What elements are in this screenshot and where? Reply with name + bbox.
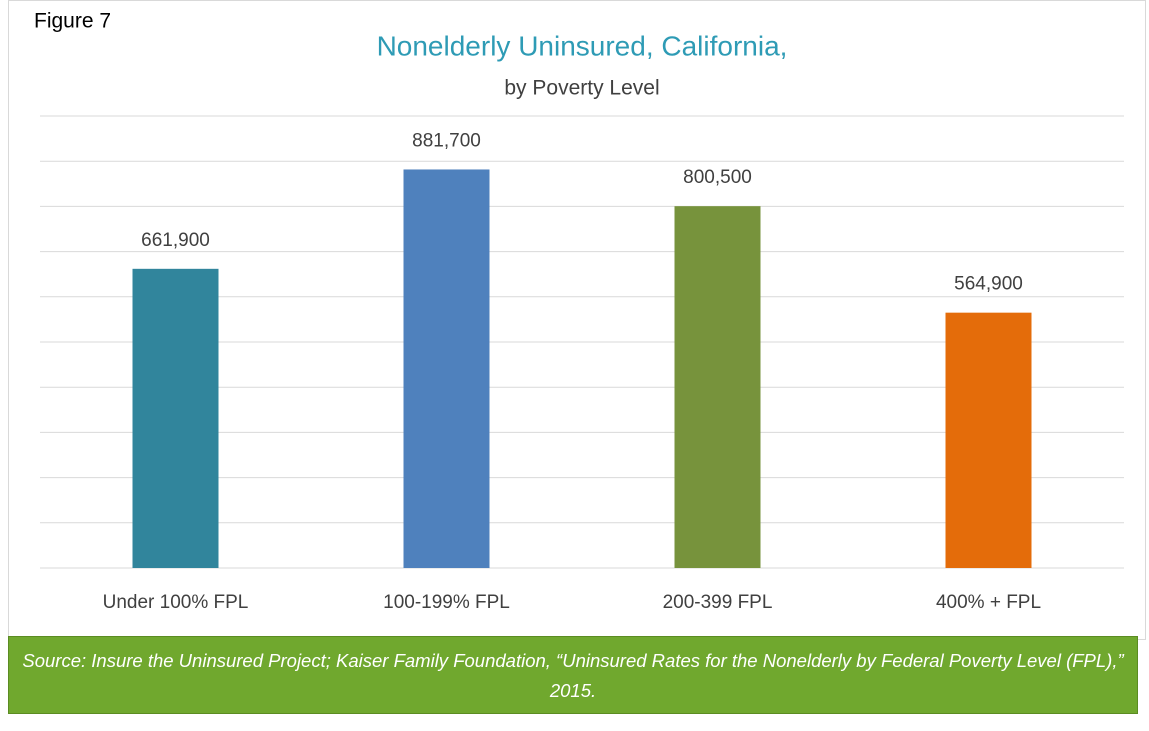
x-tick-label: 200-399 FPL bbox=[663, 592, 773, 613]
x-tick-label: 100-199% FPL bbox=[383, 592, 510, 613]
data-label: 881,700 bbox=[412, 130, 481, 151]
bar bbox=[945, 312, 1032, 568]
bar bbox=[674, 206, 761, 568]
bar bbox=[403, 169, 490, 568]
source-note: Source: Insure the Uninsured Project; Ka… bbox=[8, 636, 1138, 714]
data-label: 800,500 bbox=[683, 167, 752, 188]
x-tick-label: 400% + FPL bbox=[936, 592, 1041, 613]
data-label: 661,900 bbox=[141, 230, 210, 251]
chart: Figure 7 Nonelderly Uninsured, Californi… bbox=[8, 0, 1146, 640]
chart-title: Nonelderly Uninsured, California, bbox=[377, 30, 788, 61]
bar bbox=[132, 268, 219, 568]
data-label: 564,900 bbox=[954, 274, 1023, 295]
chart-subtitle: by Poverty Level bbox=[504, 77, 659, 100]
figure-label: Figure 7 bbox=[34, 10, 111, 33]
x-tick-label: Under 100% FPL bbox=[103, 592, 249, 613]
